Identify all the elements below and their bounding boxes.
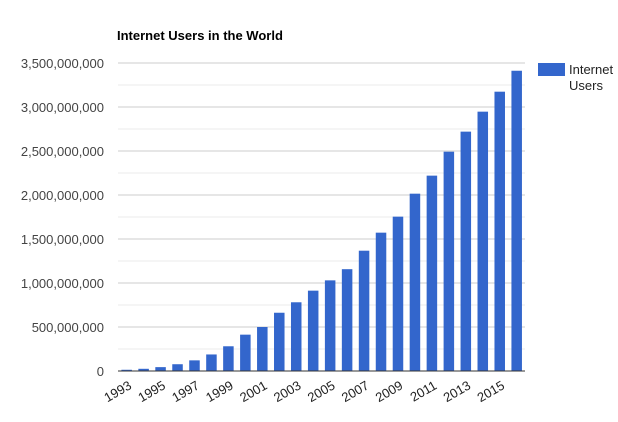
- x-tick-label: 2001: [237, 378, 270, 405]
- x-tick-label: 1993: [101, 378, 134, 405]
- bar[interactable]: [494, 91, 505, 372]
- bar[interactable]: [240, 334, 251, 371]
- x-tick-label: 2007: [339, 378, 372, 405]
- x-tick-label: 2003: [271, 378, 304, 405]
- bar[interactable]: [392, 216, 404, 371]
- legend[interactable]: Internet Users: [538, 62, 618, 94]
- bar[interactable]: [189, 360, 200, 371]
- bar[interactable]: [138, 368, 149, 371]
- bar[interactable]: [324, 280, 336, 371]
- bar[interactable]: [460, 131, 472, 371]
- chart-title: Internet Users in the World: [117, 28, 283, 43]
- bar[interactable]: [307, 290, 319, 371]
- bar[interactable]: [290, 302, 302, 371]
- bar[interactable]: [341, 269, 353, 371]
- bar[interactable]: [172, 364, 183, 371]
- bar[interactable]: [477, 111, 489, 371]
- bar[interactable]: [409, 193, 421, 371]
- y-tick-label: 1,000,000,000: [21, 276, 104, 291]
- legend-label: Internet Users: [569, 62, 614, 93]
- bar[interactable]: [257, 327, 268, 371]
- bar[interactable]: [155, 367, 166, 371]
- bar[interactable]: [223, 346, 234, 371]
- x-tick-label: 2015: [475, 378, 508, 405]
- y-tick-label: 1,500,000,000: [21, 232, 104, 247]
- y-tick-label: 2,000,000,000: [21, 188, 104, 203]
- x-tick-label: 1995: [135, 378, 168, 405]
- y-tick-label: 3,500,000,000: [21, 56, 104, 71]
- y-tick-label: 0: [97, 364, 104, 379]
- bar[interactable]: [511, 70, 522, 371]
- bar[interactable]: [426, 175, 438, 371]
- legend-swatch: [538, 63, 565, 76]
- x-tick-label: 2013: [441, 378, 474, 405]
- bar[interactable]: [375, 232, 387, 371]
- x-tick-label: 1999: [203, 378, 236, 405]
- bar[interactable]: [206, 354, 217, 371]
- bar[interactable]: [274, 312, 285, 371]
- bar[interactable]: [443, 151, 455, 371]
- x-tick-label: 1997: [169, 378, 202, 405]
- y-tick-label: 2,500,000,000: [21, 144, 104, 159]
- bar[interactable]: [358, 250, 370, 371]
- x-tick-label: 2009: [373, 378, 406, 405]
- x-tick-label: 2011: [408, 378, 440, 405]
- y-tick-label: 500,000,000: [32, 320, 104, 335]
- bar[interactable]: [121, 369, 132, 371]
- x-tick-label: 2005: [305, 378, 338, 405]
- y-tick-label: 3,000,000,000: [21, 100, 104, 115]
